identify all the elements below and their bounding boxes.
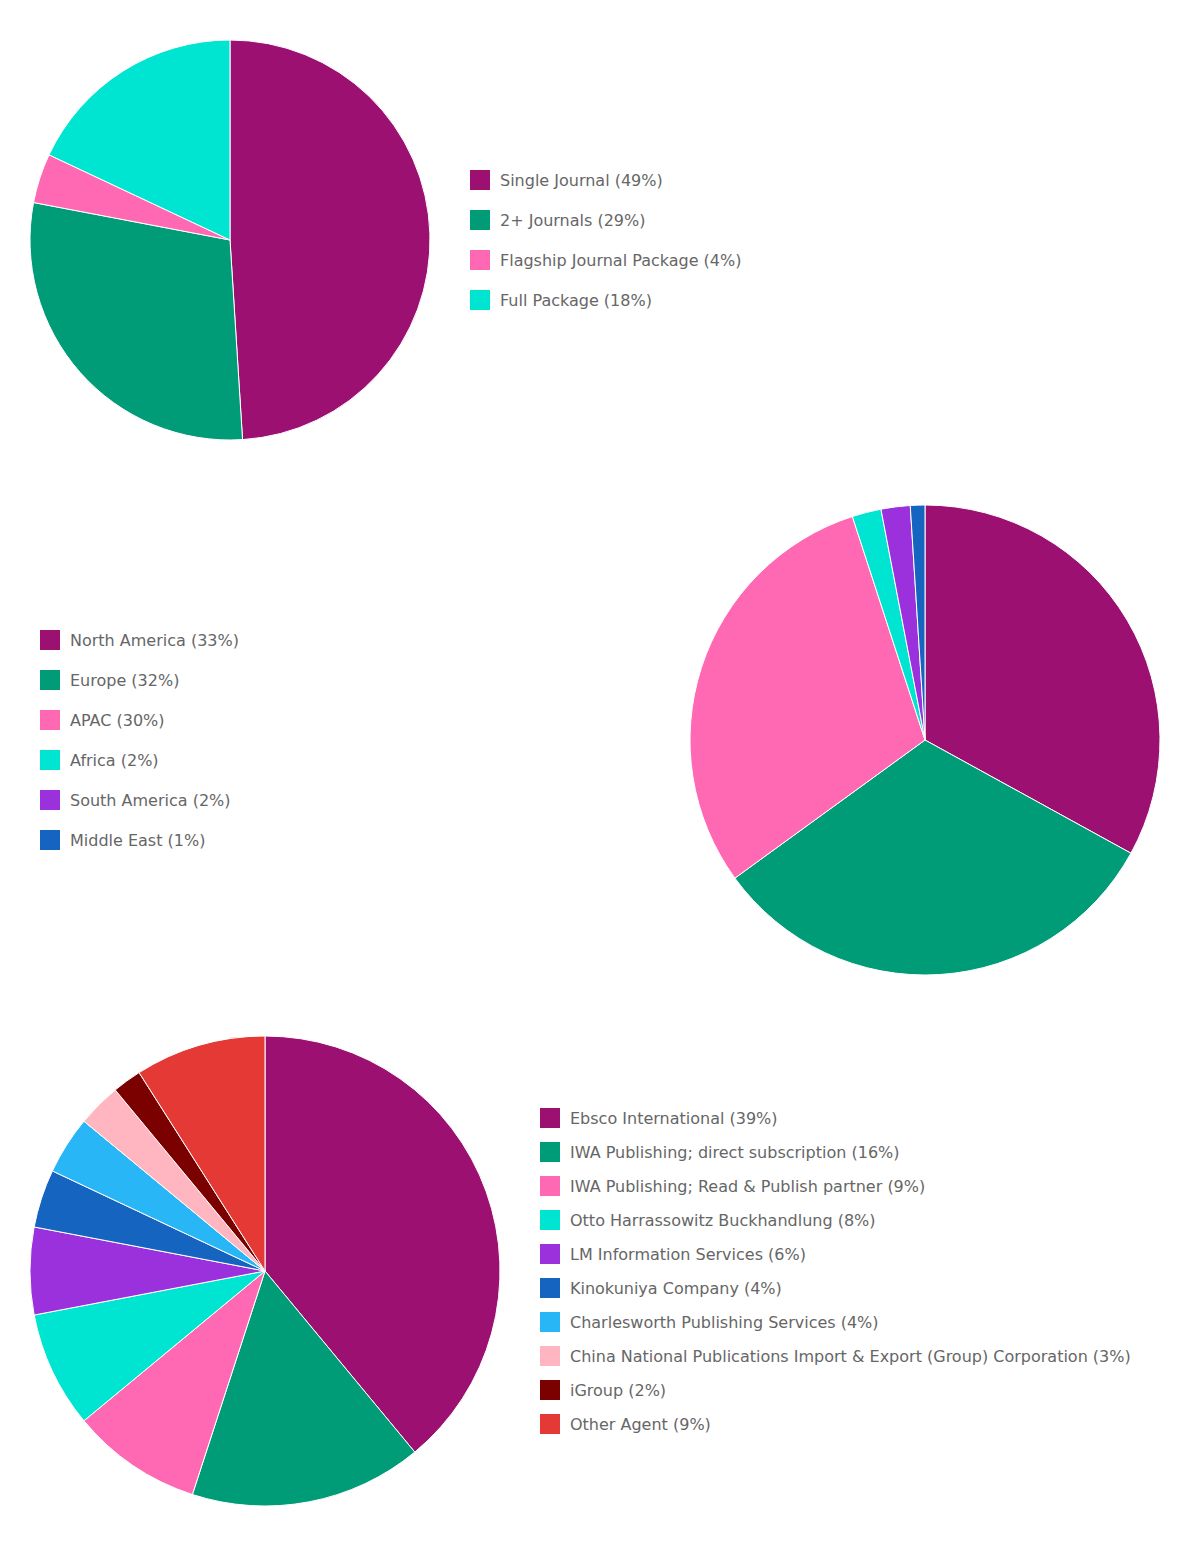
pie-slice: [30, 203, 243, 440]
legend-label: China National Publications Import & Exp…: [570, 1347, 1131, 1366]
legend-label: iGroup (2%): [570, 1381, 666, 1400]
legend-swatch: [540, 1380, 560, 1400]
legend-swatch: [540, 1210, 560, 1230]
pie-slices: [30, 1036, 500, 1506]
pie-slice: [49, 40, 230, 240]
legend-label: APAC (30%): [70, 711, 165, 730]
pie-panel: Single Journal (49%) 2+ Journals (29%) Fla…: [30, 40, 741, 440]
legend-label: Flagship Journal Package (4%): [500, 251, 741, 270]
legend-label: Other Agent (9%): [570, 1415, 711, 1434]
legend-label: North America (33%): [70, 631, 239, 650]
legend-label: South America (2%): [70, 791, 231, 810]
legend-swatch: [470, 290, 490, 310]
legend-swatch: [540, 1346, 560, 1366]
legend-swatch: [540, 1108, 560, 1128]
legend-label: Africa (2%): [70, 751, 159, 770]
legend-swatch: [540, 1414, 560, 1434]
legend-swatch: [470, 250, 490, 270]
legend: Ebsco International (39%) IWA Publishing;…: [540, 1108, 1131, 1434]
legend-swatch: [470, 170, 490, 190]
pie-slice: [910, 505, 925, 740]
legend: Single Journal (49%) 2+ Journals (29%) Fla…: [470, 170, 741, 310]
legend-swatch: [40, 830, 60, 850]
pie-slices: [30, 40, 430, 440]
legend-label: Ebsco International (39%): [570, 1109, 778, 1128]
legend-swatch: [470, 210, 490, 230]
legend-label: LM Information Services (6%): [570, 1245, 806, 1264]
legend-label: Europe (32%): [70, 671, 179, 690]
legend-swatch: [540, 1142, 560, 1162]
pie-panel: Ebsco International (39%) IWA Publishing;…: [30, 1036, 1131, 1506]
pie-slices: [690, 505, 1160, 975]
legend-label: Charlesworth Publishing Services (4%): [570, 1313, 879, 1332]
legend-swatch: [540, 1244, 560, 1264]
legend-label: IWA Publishing; direct subscription (16%…: [570, 1143, 900, 1162]
legend-swatch: [40, 670, 60, 690]
legend-swatch: [540, 1176, 560, 1196]
legend-label: Middle East (1%): [70, 831, 205, 850]
legend: North America (33%) Europe (32%) APAC (30%…: [40, 630, 239, 850]
pie-panel: North America (33%) Europe (32%) APAC (30%…: [40, 505, 1160, 975]
legend-swatch: [540, 1278, 560, 1298]
legend-swatch: [40, 710, 60, 730]
legend-label: IWA Publishing; Read & Publish partner (…: [570, 1177, 925, 1196]
legend-swatch: [40, 630, 60, 650]
pie-slice: [230, 40, 430, 440]
legend-label: Single Journal (49%): [500, 171, 663, 190]
legend-swatch: [40, 790, 60, 810]
pie-slice: [881, 505, 925, 740]
chart-canvas: Single Journal (49%) 2+ Journals (29%) Fla…: [0, 0, 1200, 1542]
legend-label: Full Package (18%): [500, 291, 652, 310]
legend-label: 2+ Journals (29%): [500, 211, 645, 230]
legend-label: Otto Harrassowitz Buckhandlung (8%): [570, 1211, 876, 1230]
legend-swatch: [540, 1312, 560, 1332]
legend-swatch: [40, 750, 60, 770]
pie-slice: [139, 1036, 265, 1271]
legend-label: Kinokuniya Company (4%): [570, 1279, 782, 1298]
